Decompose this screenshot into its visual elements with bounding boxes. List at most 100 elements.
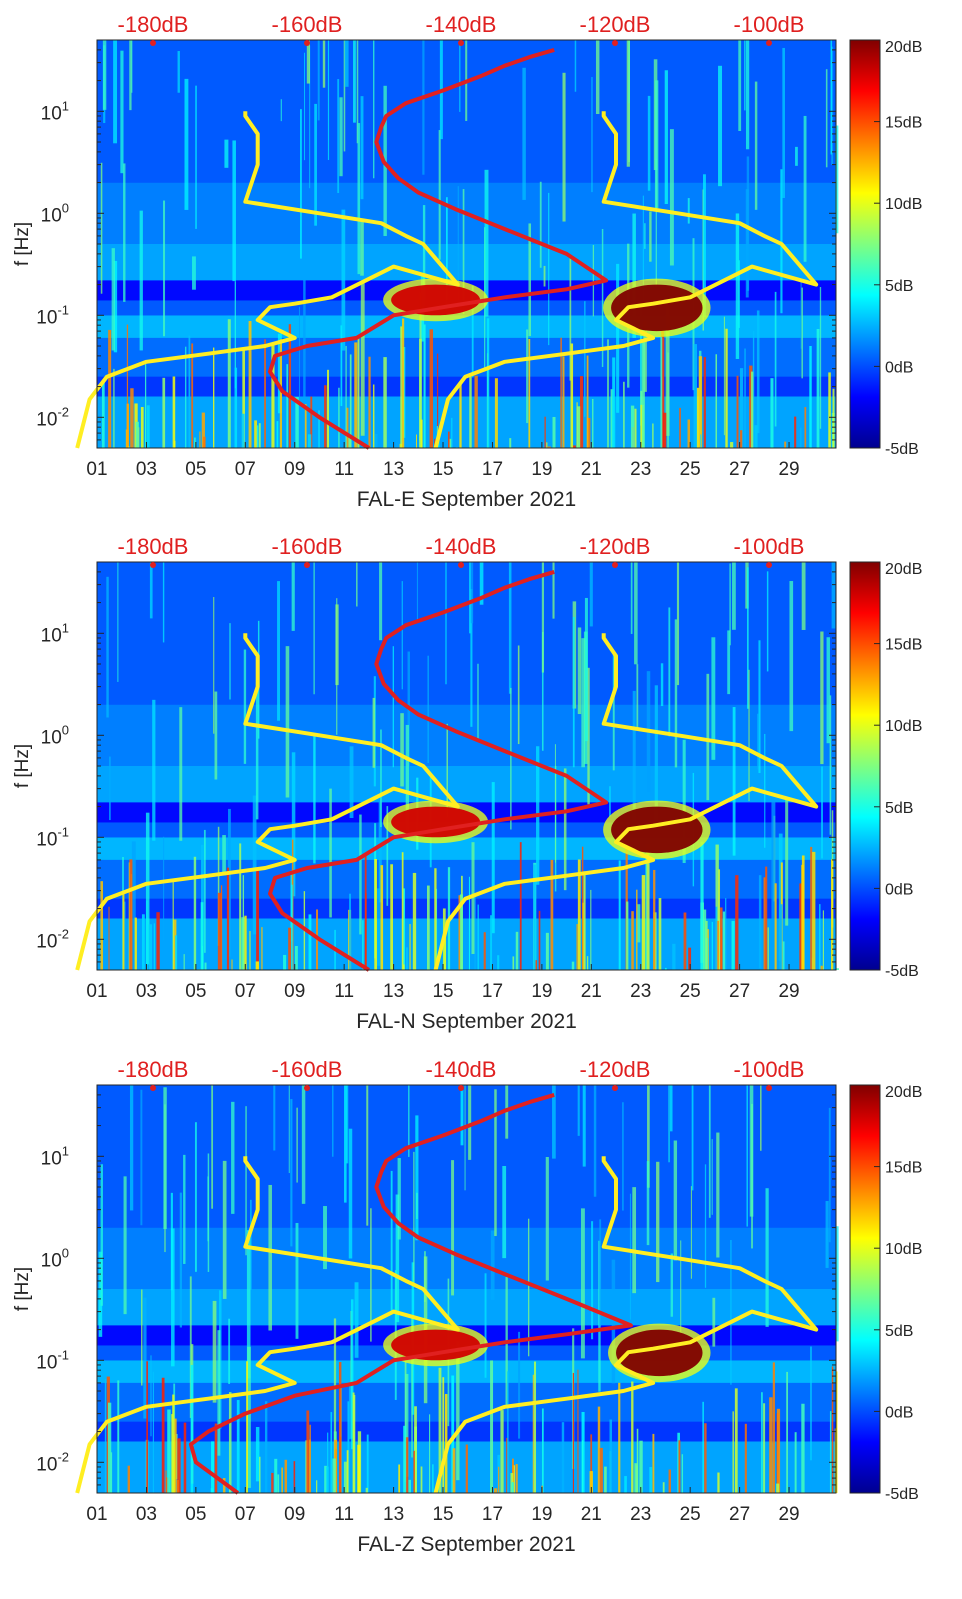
spectrogram-streak	[774, 883, 777, 970]
spectrogram-streak	[279, 339, 283, 448]
spectrogram-streak	[819, 287, 822, 429]
spectrogram-streak	[163, 1087, 167, 1230]
spectrogram-streak	[831, 46, 834, 166]
spectrogram-streak	[123, 1176, 127, 1315]
spectrogram-streak	[165, 1470, 167, 1493]
spectrogram-streak	[663, 412, 667, 448]
spectrogram-streak	[354, 1282, 359, 1358]
spectrogram-streak	[126, 324, 129, 448]
spectrogram-streak	[599, 1447, 603, 1493]
top-db-marker	[766, 40, 772, 46]
x-tick-label: 03	[136, 459, 157, 480]
spectrogram-streak	[451, 417, 453, 448]
spectrogram-streak	[546, 442, 548, 448]
spectrogram-streak	[682, 739, 686, 864]
spectrogram-streak	[715, 920, 720, 970]
spectrogram-streak	[771, 798, 776, 948]
panel-2: 01 03 05 07 09 11 13 15 17 19 21 23 25 27 29 10-2 10-1 10…	[12, 534, 922, 1033]
spectrogram-streak	[749, 365, 753, 448]
spectrogram-streak	[100, 881, 103, 970]
spectrogram-streak	[801, 287, 803, 379]
red-curve	[188, 1092, 633, 1495]
spectrogram-streak	[255, 1427, 260, 1482]
spectrogram-streak	[298, 306, 301, 443]
spectrogram-streak	[413, 1450, 415, 1493]
x-tick-label: 21	[581, 459, 602, 480]
spectrogram-streak	[769, 1397, 773, 1493]
colorbar-label: 20dB	[885, 39, 922, 56]
spectrogram-streak	[715, 906, 718, 970]
x-tick-label: 15	[432, 981, 453, 1002]
spectrogram-streak	[545, 1156, 549, 1281]
spectrogram-streak	[826, 637, 830, 744]
spectrogram-streak	[360, 96, 364, 200]
spectrogram-streak	[586, 417, 591, 448]
spectrogram-streak	[344, 1085, 347, 1203]
spectrogram-streak	[416, 562, 419, 622]
spectrogram-band	[97, 376, 836, 397]
spectrogram-streak	[148, 924, 153, 970]
red-curve	[268, 569, 609, 972]
spectrogram-streak	[583, 301, 586, 417]
spectrogram-streak	[702, 174, 706, 318]
hot-band	[616, 1329, 703, 1377]
spectrogram-streak	[368, 356, 371, 448]
top-db-label: -180dB	[118, 12, 189, 37]
colorbar	[849, 561, 881, 971]
spectrogram-streak	[264, 1401, 268, 1493]
x-tick-label: 03	[136, 1504, 157, 1525]
spectrogram-streak	[541, 632, 544, 751]
spectrogram-streak	[539, 181, 542, 268]
spectrogram-streak	[445, 197, 448, 312]
spectrogram-streak	[173, 440, 176, 448]
x-tick-label: 17	[482, 459, 503, 480]
x-tick-label: 21	[581, 1504, 602, 1525]
spectrogram-streak	[456, 1341, 460, 1481]
spectrogram-streak	[131, 841, 136, 957]
spectrogram-streak	[330, 1412, 333, 1493]
spectrogram-streak	[794, 416, 797, 448]
spectrogram-streak	[153, 923, 156, 970]
spectrogram-streak	[618, 1382, 621, 1493]
spectrogram-streak	[754, 425, 758, 448]
colorbar-label: -5dB	[885, 963, 919, 980]
y-axis-label: f [Hz]	[12, 744, 33, 788]
spectrogram-streak	[370, 1208, 372, 1342]
spectrogram-streak	[655, 159, 657, 287]
spectrogram-streak	[640, 301, 642, 426]
spectrogram-streak	[128, 446, 130, 448]
spectrogram-streak	[348, 1385, 352, 1440]
spectrogram-streak	[420, 1466, 423, 1493]
spectrogram-streak	[327, 1432, 329, 1470]
spectrogram-streak	[193, 856, 197, 970]
top-db-marker	[612, 40, 618, 46]
spectrogram-streak	[171, 1228, 175, 1367]
top-db-label: -140dB	[426, 12, 497, 37]
spectrogram-streak	[618, 860, 621, 970]
spectrogram-streak	[592, 398, 594, 448]
spectrogram-streak	[261, 927, 263, 970]
y-axis-label: f [Hz]	[12, 222, 33, 266]
spectrogram-streak	[113, 260, 118, 353]
spectrogram-streak	[179, 707, 183, 841]
yellow-curve	[75, 111, 460, 449]
spectrogram-streak	[735, 213, 740, 359]
spectrogram-streak	[541, 1408, 544, 1493]
x-tick-label: 19	[531, 1504, 552, 1525]
spectrogram-streak	[744, 40, 746, 111]
spectrogram-streak	[129, 1085, 134, 1211]
spectrogram-streak	[784, 441, 787, 448]
spectrogram-streak	[338, 1362, 342, 1493]
x-tick-label: 11	[334, 459, 354, 480]
y-tick-label: 101	[41, 98, 69, 124]
spectrogram-streak	[810, 846, 813, 970]
spectrogram-streak	[774, 291, 777, 427]
spectrogram-streak	[465, 1444, 468, 1493]
x-tick-label: 15	[432, 459, 453, 480]
spectrogram-streak	[498, 1466, 500, 1493]
spectrogram-streak	[732, 1411, 734, 1493]
spectrogram-streak	[252, 795, 257, 935]
spectrogram-streak	[162, 377, 166, 448]
spectrogram-streak	[581, 638, 586, 768]
spectrogram-streak	[527, 1218, 530, 1357]
